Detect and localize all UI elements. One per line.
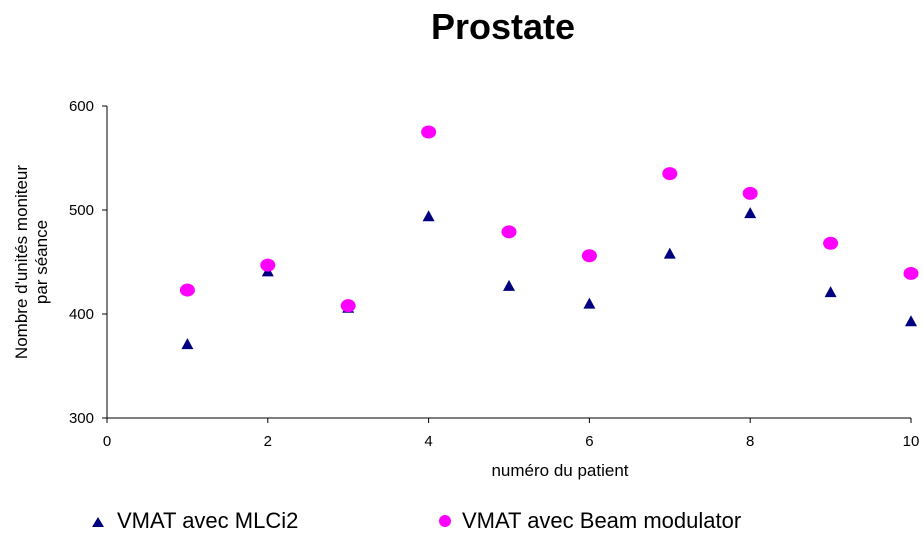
x-axis-label: numéro du patient bbox=[491, 461, 628, 480]
beam-modulator-point bbox=[823, 236, 839, 250]
y-tick-label: 300 bbox=[69, 410, 94, 427]
beam-modulator-point bbox=[662, 167, 678, 181]
y-tick-label: 500 bbox=[69, 202, 94, 219]
y-tick-label: 400 bbox=[69, 306, 94, 323]
y-tick-label: 600 bbox=[69, 98, 94, 115]
x-tick-label: 0 bbox=[103, 433, 111, 450]
beam-modulator-point bbox=[581, 249, 597, 263]
legend-label-beam-modulator: VMAT avec Beam modulator bbox=[462, 508, 741, 533]
x-tick-label: 10 bbox=[903, 433, 920, 450]
axes bbox=[106, 106, 911, 419]
y-axis-label-line-1: Nombre d'unités moniteur bbox=[12, 165, 31, 359]
legend-item-mlci2: VMAT avec MLCi2 bbox=[92, 508, 298, 533]
x-tick-label: 6 bbox=[585, 433, 593, 450]
mlci2-point bbox=[583, 297, 596, 309]
mlci2-point bbox=[824, 286, 837, 298]
mlci2-point bbox=[663, 247, 676, 259]
beam-modulator-point bbox=[903, 266, 919, 280]
chart-title: Prostate bbox=[431, 6, 575, 47]
beam-modulator-point bbox=[260, 258, 276, 272]
mlci2-point bbox=[744, 207, 757, 219]
legend: VMAT avec MLCi2 VMAT avec Beam modulator bbox=[92, 508, 741, 533]
beam-modulator-point bbox=[340, 299, 356, 313]
beam-modulator-point bbox=[421, 125, 437, 139]
legend-circle-marker bbox=[439, 515, 451, 527]
x-tick-label: 8 bbox=[746, 433, 754, 450]
mlci2-point bbox=[422, 210, 435, 222]
x-ticks: 0 2 4 6 8 10 bbox=[103, 418, 920, 450]
legend-item-beam-modulator: VMAT avec Beam modulator bbox=[439, 508, 741, 533]
data-marks bbox=[179, 125, 919, 350]
legend-label-mlci2: VMAT avec MLCi2 bbox=[117, 508, 298, 533]
mlci2-point bbox=[503, 279, 515, 291]
beam-modulator-point bbox=[179, 283, 195, 297]
mlci2-point bbox=[181, 338, 194, 350]
mlci2-point bbox=[905, 315, 917, 327]
legend-triangle-marker bbox=[92, 517, 104, 527]
beam-modulator-point bbox=[501, 225, 517, 239]
y-axis-label: Nombre d'unités moniteur par séance bbox=[12, 165, 51, 359]
beam-modulator-point bbox=[742, 186, 758, 200]
x-tick-label: 4 bbox=[424, 433, 432, 450]
x-tick-label: 2 bbox=[264, 433, 272, 450]
y-ticks: 300 400 500 600 bbox=[69, 98, 107, 427]
y-axis-label-line-2: par séance bbox=[32, 220, 51, 304]
